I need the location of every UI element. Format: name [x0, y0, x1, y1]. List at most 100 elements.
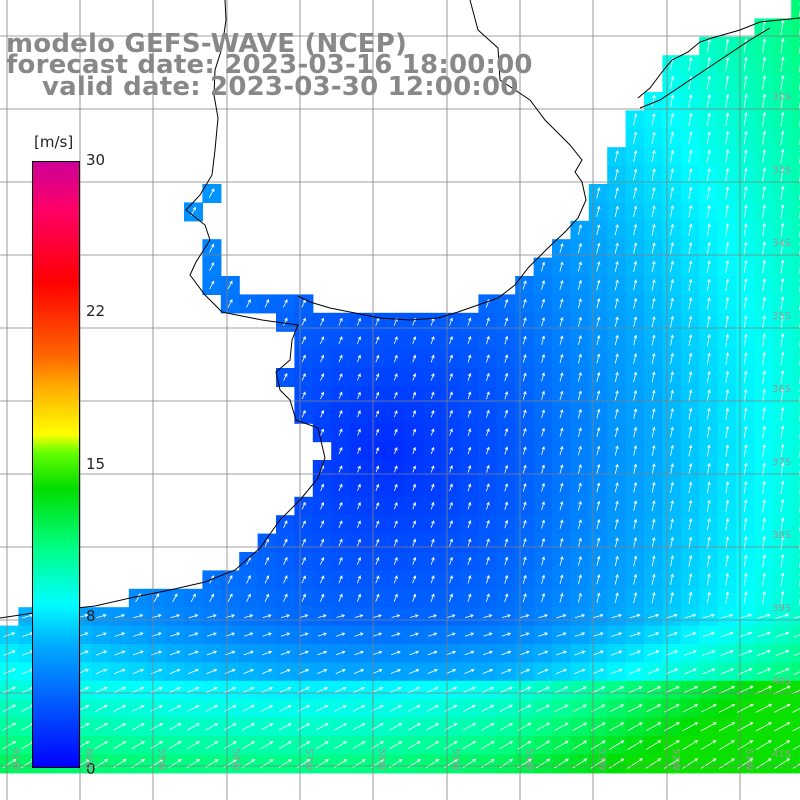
wind-arrow	[393, 391, 398, 399]
speed-cell	[791, 754, 800, 774]
speed-cell	[791, 239, 800, 259]
wind-arrow	[792, 744, 800, 751]
wind-arrow	[706, 241, 711, 255]
wind-arrow	[707, 462, 711, 475]
wind-arrow	[394, 428, 398, 436]
wind-arrow	[554, 722, 569, 731]
wind-arrow	[389, 686, 402, 693]
wind-arrow	[578, 408, 582, 419]
wind-arrow	[792, 726, 800, 732]
speed-cell	[791, 73, 800, 93]
wind-arrow	[522, 427, 527, 437]
wind-arrow	[577, 224, 582, 236]
wind-arrow	[610, 668, 623, 675]
wind-arrow	[706, 75, 711, 90]
wind-arrow	[541, 574, 546, 585]
wind-arrow	[430, 354, 435, 363]
speed-cell	[478, 717, 498, 737]
wind-arrow	[559, 464, 564, 474]
wind-arrow	[572, 722, 588, 731]
wind-arrow	[670, 205, 675, 218]
wind-arrow	[467, 575, 472, 584]
wind-arrow	[353, 686, 366, 693]
wind-arrow	[335, 668, 346, 674]
wind-arrow	[393, 502, 398, 510]
wind-arrow	[96, 614, 107, 619]
wind-arrow	[578, 372, 582, 382]
speed-cell	[147, 699, 167, 719]
wind-arrow	[614, 463, 619, 474]
wind-arrow	[541, 427, 545, 437]
wind-arrow	[394, 483, 398, 491]
wind-arrow	[651, 186, 656, 199]
speed-cell	[184, 202, 203, 222]
wind-arrow	[633, 500, 638, 511]
wind-arrow	[95, 704, 108, 712]
wind-arrow	[651, 315, 656, 328]
wind-arrow	[375, 336, 380, 345]
wind-arrow	[780, 93, 785, 109]
wind-arrow	[467, 520, 472, 529]
speed-cell	[276, 294, 295, 314]
speed-cell	[276, 717, 295, 737]
wind-arrow	[645, 740, 662, 751]
speed-cell	[552, 736, 571, 755]
wind-arrow	[688, 426, 693, 438]
wind-arrow	[574, 668, 586, 675]
wind-arrow	[113, 704, 127, 712]
speed-cell	[515, 699, 535, 719]
wind-arrow	[283, 575, 288, 584]
wind-arrow	[430, 409, 435, 418]
speed-cell	[791, 184, 800, 203]
wind-arrow	[707, 444, 711, 457]
wind-arrow	[188, 650, 199, 656]
wind-arrow	[718, 722, 736, 732]
wind-arrow	[504, 446, 509, 455]
wind-arrow	[522, 298, 527, 308]
wind-arrow	[645, 758, 662, 769]
wind-arrow	[596, 297, 601, 309]
wind-arrow	[446, 614, 456, 618]
speed-cell	[0, 717, 19, 737]
speed-cell	[331, 736, 351, 755]
latitude-label: 34S	[772, 238, 792, 249]
wind-arrow	[743, 462, 748, 476]
wind-arrow	[499, 740, 514, 750]
wind-arrow	[375, 410, 380, 418]
speed-cell	[276, 588, 295, 608]
wind-arrow	[762, 425, 766, 439]
wind-arrow	[317, 668, 328, 674]
wind-arrow	[633, 481, 638, 493]
wind-arrow	[780, 148, 785, 164]
speed-cell	[239, 754, 259, 774]
wind-arrow	[394, 465, 398, 473]
wind-arrow	[113, 686, 127, 693]
wind-arrow	[188, 614, 199, 619]
wind-arrow	[224, 705, 237, 712]
wind-arrow	[669, 131, 675, 144]
wind-arrow	[113, 741, 127, 750]
speed-cell	[680, 736, 700, 755]
wind-arrow	[301, 593, 306, 602]
speed-cell	[441, 754, 461, 774]
wind-arrow	[762, 204, 766, 219]
wind-arrow	[483, 614, 493, 618]
wind-arrow	[688, 536, 693, 549]
wind-arrow	[665, 668, 679, 675]
speed-cell	[441, 717, 461, 737]
wind-arrow	[317, 632, 327, 637]
wind-arrow	[743, 296, 748, 310]
wind-arrow	[223, 723, 237, 731]
wind-arrow	[114, 632, 126, 637]
wind-arrow	[426, 686, 439, 693]
wind-arrow	[614, 334, 619, 346]
wind-arrow	[614, 537, 619, 548]
wind-arrow	[485, 317, 490, 327]
wind-arrow	[541, 279, 546, 290]
wind-arrow	[504, 538, 509, 547]
wind-arrow	[670, 444, 674, 457]
speed-cell	[552, 699, 571, 719]
wind-arrow	[682, 758, 699, 769]
